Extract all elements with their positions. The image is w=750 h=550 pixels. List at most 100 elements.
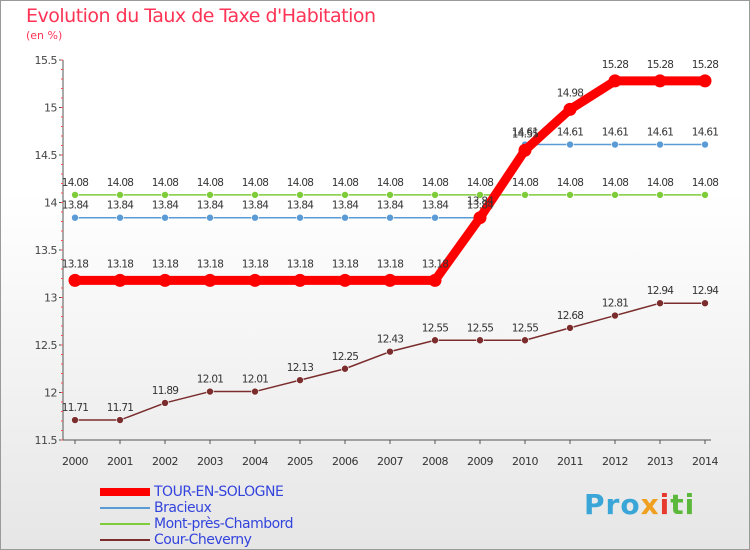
data-label: 14.61 [557, 127, 584, 139]
data-label: 13.84 [152, 200, 180, 212]
unit-label: (en %) [26, 29, 63, 42]
x-tick-label: 2004 [242, 455, 268, 468]
data-point [566, 324, 574, 332]
x-tick-label: 2001 [107, 455, 133, 468]
y-tick-label: 14 [44, 197, 57, 210]
data-point [71, 191, 79, 199]
data-point [701, 140, 709, 149]
data-label: 13.18 [287, 258, 314, 270]
data-label: 12.25 [332, 351, 359, 363]
legend-item-mont-pres-chambord: Mont-près-Chambord [100, 516, 294, 532]
legend-swatch [100, 523, 150, 525]
data-label: 12.94 [692, 285, 720, 297]
data-label: 13.84 [287, 200, 315, 212]
legend-label: Cour-Cheverny [154, 532, 252, 548]
data-label: 13.84 [332, 200, 360, 212]
legend: TOUR-EN-SOLOGNE Bracieux Mont-près-Chamb… [100, 484, 294, 548]
data-label: 14.08 [62, 177, 89, 189]
data-point [428, 273, 442, 287]
x-tick-label: 2000 [62, 455, 88, 468]
data-label: 13.18 [242, 258, 269, 270]
data-label: 11.89 [152, 385, 179, 397]
data-label: 12.13 [287, 362, 314, 374]
data-point [386, 213, 394, 222]
data-point [383, 273, 397, 287]
data-label: 14.08 [332, 177, 359, 189]
data-label: 12.55 [512, 322, 539, 334]
data-label: 12.94 [647, 285, 675, 297]
data-label: 12.81 [602, 298, 629, 310]
data-point [608, 74, 622, 88]
logo-part: i [659, 488, 671, 521]
data-label: 12.01 [197, 374, 224, 386]
data-point [341, 364, 349, 373]
data-label: 13.18 [197, 258, 224, 270]
y-tick-label: 11.5 [35, 434, 58, 447]
data-point [248, 273, 262, 287]
logo-part: ti [670, 488, 696, 521]
data-label: 14.61 [692, 127, 719, 139]
data-label: 14.08 [602, 177, 629, 189]
data-label: 12.01 [242, 374, 269, 386]
data-label: 13.84 [107, 200, 135, 212]
data-point [518, 143, 532, 157]
data-label: 13.18 [107, 258, 134, 270]
data-point [116, 213, 124, 222]
data-label: 12.55 [467, 322, 494, 334]
data-point [71, 213, 79, 222]
y-tick-label: 12 [44, 387, 57, 400]
data-label: 11.71 [62, 402, 89, 414]
data-label: 14.08 [422, 177, 449, 189]
logo-part: Pro [584, 488, 641, 521]
data-label: 13.18 [377, 258, 404, 270]
data-label: 14.08 [467, 177, 494, 189]
data-label: 13.18 [152, 258, 179, 270]
data-point [473, 211, 487, 225]
data-label: 14.08 [557, 177, 584, 189]
data-point [251, 387, 259, 396]
data-point [116, 416, 124, 424]
data-label: 14.61 [602, 127, 629, 139]
data-label: 14.55 [512, 128, 539, 140]
y-tick-label: 14.5 [35, 149, 58, 162]
data-point [476, 191, 484, 199]
data-point [566, 191, 574, 199]
y-tick-label: 15 [44, 102, 57, 115]
data-point [431, 191, 439, 199]
data-point [701, 191, 709, 199]
data-point [161, 191, 169, 199]
data-label: 13.84 [197, 200, 225, 212]
data-point [293, 273, 307, 287]
legend-swatch [100, 507, 150, 509]
data-point [431, 336, 439, 345]
data-point [296, 376, 304, 384]
legend-label: TOUR-EN-SOLOGNE [154, 484, 284, 500]
legend-swatch [100, 488, 150, 496]
y-tick-label: 12.5 [35, 339, 58, 352]
logo-part: x [640, 488, 660, 521]
x-tick-label: 2012 [602, 455, 628, 468]
data-label: 14.08 [197, 177, 224, 189]
data-point [161, 399, 169, 407]
legend-item-tour-en-sologne: TOUR-EN-SOLOGNE [100, 484, 293, 500]
legend-swatch [100, 539, 150, 541]
data-label: 13.84 [467, 200, 495, 212]
proxiti-logo: Proxiti [584, 488, 695, 521]
data-point [431, 213, 439, 222]
line-chart: 11.5 12 12.5 13 13.5 14 14.5 15 15.5 2000 2001 2002… [35, 54, 720, 468]
data-point [698, 74, 712, 88]
data-label: 14.08 [692, 177, 719, 189]
x-tick-label: 2011 [557, 455, 583, 468]
data-label: 14.08 [512, 177, 539, 189]
data-label: 13.84 [62, 200, 90, 212]
data-label: 14.61 [512, 127, 539, 139]
data-label: 13.84 [377, 200, 405, 212]
data-point [203, 273, 217, 287]
y-tick-label: 13 [44, 292, 57, 305]
data-point [296, 213, 304, 222]
data-label: 13.18 [62, 258, 89, 270]
data-label: 14.08 [242, 177, 269, 189]
data-label: 13.18 [332, 258, 359, 270]
chart-title: Evolution du Taux de Taxe d'Habitation [26, 5, 376, 27]
data-label: 15.28 [692, 59, 719, 71]
